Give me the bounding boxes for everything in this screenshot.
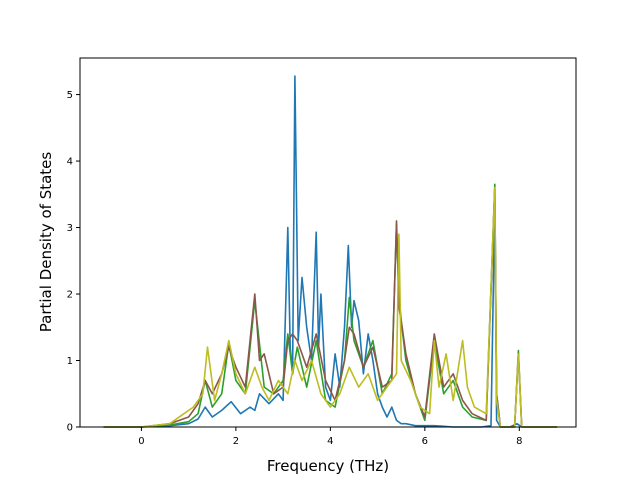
x-tick-label: 0	[138, 436, 144, 447]
x-ticks: 0 2 4 6 8	[138, 427, 523, 447]
x-tick-label: 2	[233, 436, 239, 447]
x-axis-label: Frequency (THz)	[267, 457, 389, 475]
x-tick-label: 6	[422, 436, 428, 447]
y-tick-label: 3	[67, 223, 73, 234]
y-tick-label: 4	[67, 157, 73, 168]
x-tick-label: 8	[516, 436, 522, 447]
series-line-4	[103, 186, 558, 428]
plot-frame	[79, 57, 577, 428]
y-tick-label: 2	[67, 290, 73, 301]
y-tick-label: 1	[67, 356, 73, 367]
x-tick-label: 4	[327, 436, 333, 447]
y-ticks: 0 1 2 3 4 5	[67, 90, 80, 434]
y-axis-label: Partial Density of States	[37, 152, 55, 333]
y-tick-label: 5	[67, 90, 73, 101]
y-tick-label: 0	[67, 423, 73, 434]
series-line-3	[103, 186, 558, 428]
